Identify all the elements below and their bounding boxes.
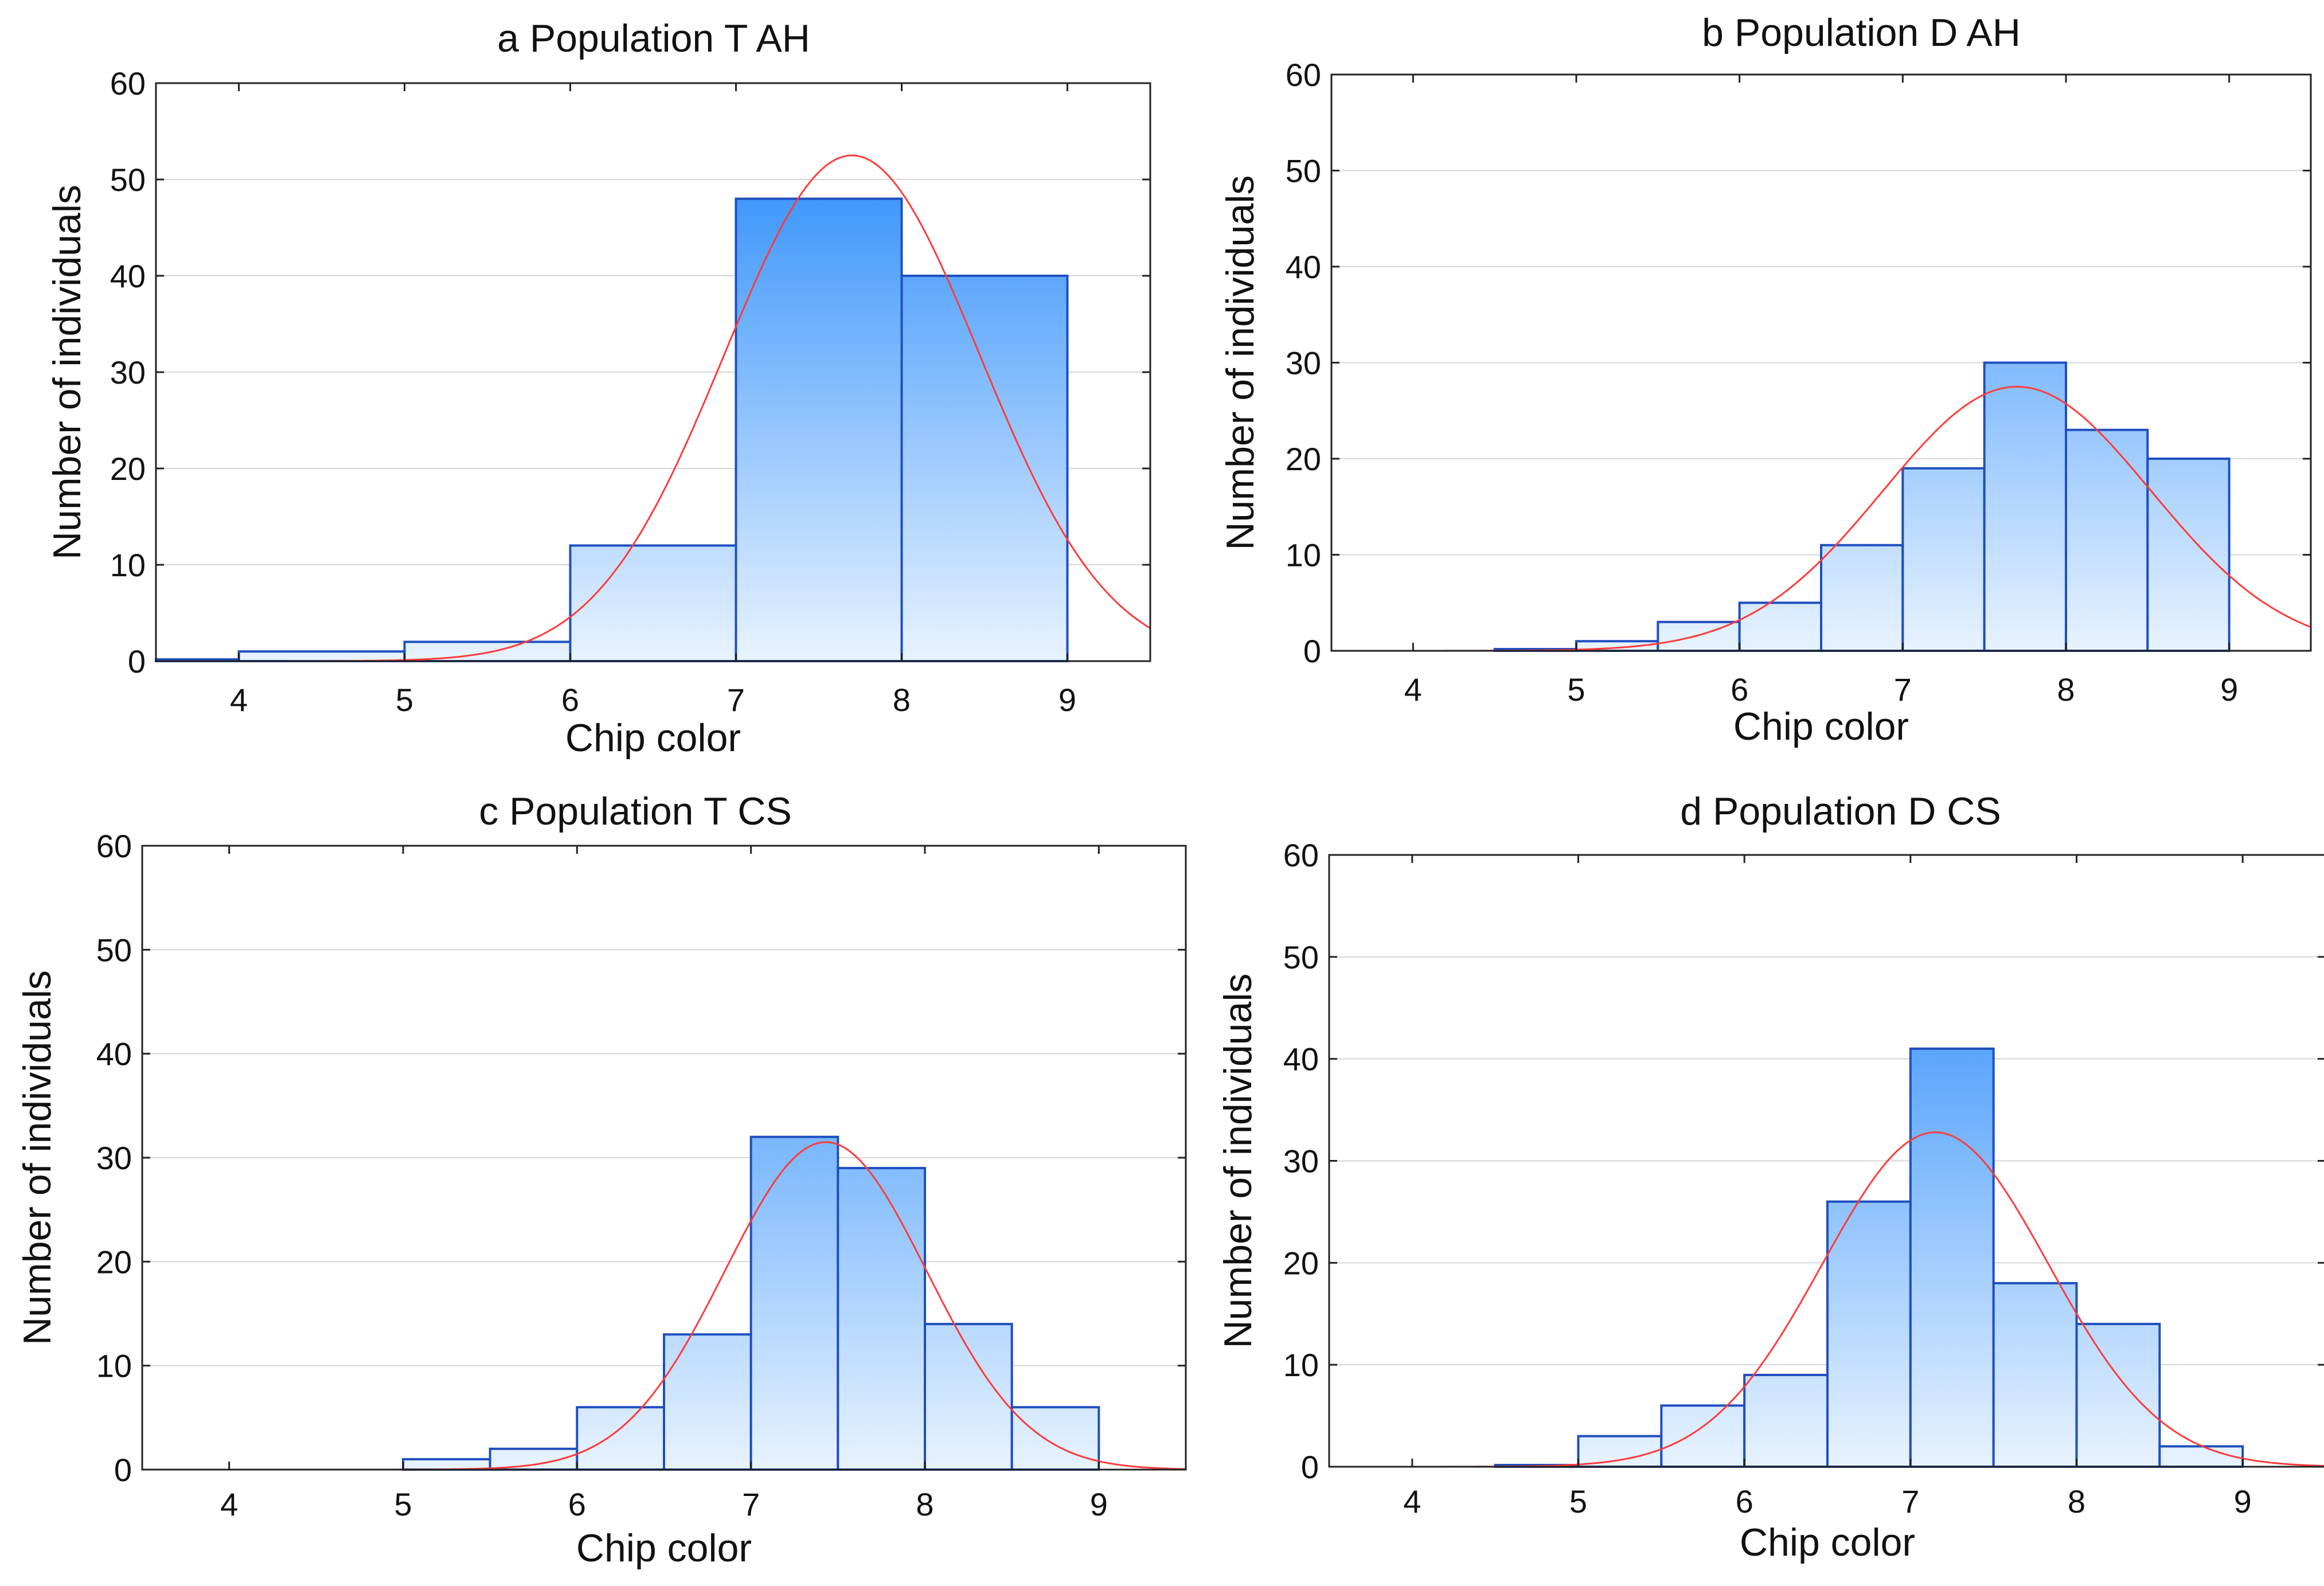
histogram-bar [2075,1323,2161,1468]
y-tick-label: 30 [96,1140,132,1176]
histogram-bar [900,275,1069,662]
histogram-bar [1577,1435,1663,1468]
histogram-bar [663,1333,752,1471]
chart-title: d Population D CS [1680,790,2001,833]
y-axis-label: Number of individuals [45,185,89,560]
x-axis-label: Chip color [576,1526,752,1570]
x-tick-label: 6 [1736,1483,1753,1519]
panel-b: 4 5 6 7 8 9 0 10 20 30 40 50 60 b Population D AH Chip… [1218,11,2312,748]
x-tick-label: 4 [220,1486,238,1522]
x-tick-label: 7 [727,682,745,718]
chart-title: b Population D AH [1702,11,2021,54]
y-tick-label: 30 [110,354,146,390]
y-tick-label: 20 [1283,1245,1319,1281]
y-tick-label: 40 [96,1036,132,1072]
histogram-bar [2065,428,2149,652]
panel-a: 4 5 6 7 8 9 0 10 20 30 40 50 60 a Population T AH Chip… [45,17,1151,760]
chart-title: c Population T CS [479,790,792,833]
x-tick-label: 7 [1901,1483,1919,1519]
x-tick-label: 5 [394,1486,412,1522]
x-tick-label: 9 [2234,1483,2252,1519]
x-tick-label: 5 [1567,671,1585,708]
x-tick-label: 7 [742,1486,760,1522]
y-axis-label: Number of individuals [15,970,59,1345]
y-tick-label: 40 [1283,1041,1319,1077]
x-tick-label: 5 [396,682,413,718]
histogram-bar [1992,1282,2078,1468]
x-tick-label: 6 [561,682,579,718]
histogram-bar [1983,361,2067,652]
histogram-bar [1901,467,1986,652]
chart-title: a Population T AH [497,17,810,60]
x-tick-label: 4 [1403,1483,1421,1519]
y-axis-label: Number of individuals [1218,175,1262,550]
histogram-bar [2146,458,2231,652]
y-tick-label: 60 [1283,837,1319,873]
y-tick-label: 0 [128,643,146,679]
x-tick-label: 8 [2057,671,2075,708]
y-tick-label: 50 [110,162,146,198]
x-tick-label: 8 [2068,1483,2085,1519]
histogram-bar [1826,1200,1912,1468]
histogram-bar [237,650,406,662]
y-tick-label: 40 [110,258,146,294]
x-tick-label: 9 [1059,682,1076,718]
y-tick-label: 10 [1286,537,1321,573]
x-tick-label: 8 [916,1486,933,1522]
x-tick-label: 6 [568,1486,586,1522]
histogram-bar [924,1323,1013,1471]
y-tick-label: 10 [110,547,146,583]
x-tick-label: 9 [2220,671,2238,708]
x-axis-label: Chip color [1740,1521,1915,1564]
y-tick-label: 40 [1286,249,1321,285]
histogram-bar [1010,1406,1100,1471]
panel-d: 4 5 6 7 8 9 0 10 20 30 40 50 60 d Population D CS Chip… [1216,790,2324,1564]
y-tick-label: 60 [96,828,132,864]
histogram-bar [576,1406,665,1471]
y-tick-label: 20 [1286,441,1321,477]
x-axis-label: Chip color [565,716,741,760]
histogram-bar [569,544,737,663]
y-tick-label: 50 [1283,939,1319,975]
y-tick-label: 60 [110,65,146,101]
x-tick-label: 9 [1090,1486,1108,1522]
y-tick-label: 10 [1283,1347,1319,1383]
y-tick-label: 0 [114,1452,132,1488]
y-axis-label: Number of individuals [1216,974,1260,1349]
x-tick-label: 6 [1731,671,1748,708]
histogram-bar [489,1447,579,1471]
x-axis-label: Chip color [1733,705,1909,748]
x-tick-label: 7 [1894,671,1912,708]
x-tick-label: 4 [1404,671,1422,708]
x-tick-label: 4 [230,682,248,718]
histogram-bar [837,1167,927,1471]
histogram-bar [749,1135,839,1471]
y-tick-label: 0 [1303,633,1321,669]
y-tick-label: 30 [1283,1143,1319,1179]
y-tick-label: 0 [1301,1449,1319,1485]
histogram-bar [1660,1404,1746,1468]
y-tick-label: 30 [1286,345,1321,381]
panel-c: 4 5 6 7 8 9 0 10 20 30 40 50 60 c Population T CS Chip… [15,790,1187,1570]
y-tick-label: 20 [96,1244,132,1280]
histogram-bar [735,197,903,663]
histogram-bar [1743,1373,1829,1468]
y-tick-label: 60 [1286,57,1321,93]
x-tick-label: 5 [1569,1483,1587,1519]
histogram-bar [1820,544,1904,652]
y-tick-label: 20 [110,451,146,487]
y-tick-label: 10 [96,1348,132,1384]
x-tick-label: 8 [893,682,911,718]
histogram-bar [1909,1047,1995,1468]
histogram-bar [1738,601,1823,652]
y-tick-label: 50 [96,932,132,968]
y-tick-label: 50 [1286,153,1321,189]
